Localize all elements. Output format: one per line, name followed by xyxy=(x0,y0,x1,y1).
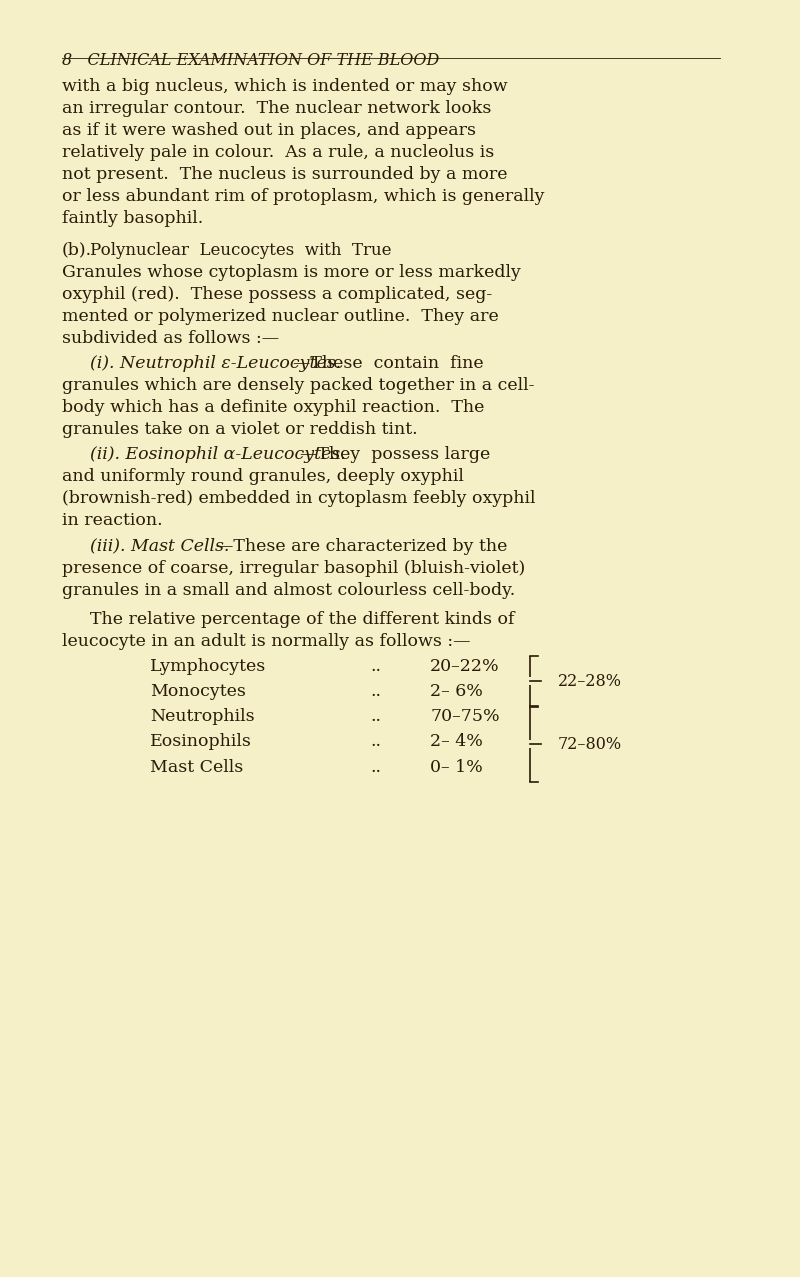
Text: 8   CLINICAL EXAMINATION OF THE BLOOD: 8 CLINICAL EXAMINATION OF THE BLOOD xyxy=(62,52,439,69)
Text: faintly basophil.: faintly basophil. xyxy=(62,209,203,227)
Text: —These  contain  fine: —These contain fine xyxy=(293,355,484,372)
Text: Neutrophils: Neutrophils xyxy=(150,709,254,725)
Text: subdivided as follows :—: subdivided as follows :— xyxy=(62,329,279,346)
Text: 2– 4%: 2– 4% xyxy=(430,733,483,751)
Text: Lymphocytes: Lymphocytes xyxy=(150,658,266,674)
Text: ..: .. xyxy=(370,683,381,700)
Text: granules in a small and almost colourless cell-body.: granules in a small and almost colourles… xyxy=(62,581,515,599)
Text: (brownish-red) embedded in cytoplasm feebly oxyphil: (brownish-red) embedded in cytoplasm fee… xyxy=(62,490,535,507)
Text: Polynuclear  Leucocytes  with  True: Polynuclear Leucocytes with True xyxy=(90,241,391,259)
Text: 0– 1%: 0– 1% xyxy=(430,759,482,775)
Text: Mast Cells: Mast Cells xyxy=(150,759,243,775)
Text: (i). Neutrophil ε-Leucocytes.: (i). Neutrophil ε-Leucocytes. xyxy=(90,355,341,372)
Text: leucocyte in an adult is normally as follows :—: leucocyte in an adult is normally as fol… xyxy=(62,633,470,650)
Text: (ii). Eosinophil α-Leucocytes.: (ii). Eosinophil α-Leucocytes. xyxy=(90,446,346,464)
Text: granules take on a violet or reddish tint.: granules take on a violet or reddish tin… xyxy=(62,421,418,438)
Text: granules which are densely packed together in a cell-: granules which are densely packed togeth… xyxy=(62,377,534,395)
Text: with a big nucleus, which is indented or may show: with a big nucleus, which is indented or… xyxy=(62,78,508,94)
Text: (b).: (b). xyxy=(62,241,92,259)
Text: The relative percentage of the different kinds of: The relative percentage of the different… xyxy=(90,612,514,628)
Text: 70–75%: 70–75% xyxy=(430,709,500,725)
Text: —They  possess large: —They possess large xyxy=(300,446,490,464)
Text: body which has a definite oxyphil reaction.  The: body which has a definite oxyphil reacti… xyxy=(62,398,484,416)
Text: as if it were washed out in places, and appears: as if it were washed out in places, and … xyxy=(62,121,476,139)
Text: 2– 6%: 2– 6% xyxy=(430,683,483,700)
Text: ..: .. xyxy=(370,733,381,751)
Text: (iii). Mast Cells.: (iii). Mast Cells. xyxy=(90,538,230,554)
Text: ..: .. xyxy=(370,709,381,725)
Text: and uniformly round granules, deeply oxyphil: and uniformly round granules, deeply oxy… xyxy=(62,469,464,485)
Text: 72–80%: 72–80% xyxy=(558,736,622,753)
Text: in reaction.: in reaction. xyxy=(62,512,162,529)
Text: —These are characterized by the: —These are characterized by the xyxy=(216,538,507,554)
Text: ..: .. xyxy=(370,658,381,674)
Text: presence of coarse, irregular basophil (bluish-violet): presence of coarse, irregular basophil (… xyxy=(62,559,526,577)
Text: oxyphil (red).  These possess a complicated, seg-: oxyphil (red). These possess a complicat… xyxy=(62,286,492,303)
Text: ..: .. xyxy=(370,759,381,775)
Text: 20–22%: 20–22% xyxy=(430,658,500,674)
Text: or less abundant rim of protoplasm, which is generally: or less abundant rim of protoplasm, whic… xyxy=(62,188,545,204)
Text: not present.  The nucleus is surrounded by a more: not present. The nucleus is surrounded b… xyxy=(62,166,507,183)
Text: mented or polymerized nuclear outline.  They are: mented or polymerized nuclear outline. T… xyxy=(62,308,498,324)
Text: an irregular contour.  The nuclear network looks: an irregular contour. The nuclear networ… xyxy=(62,100,491,116)
Text: Granules whose cytoplasm is more or less markedly: Granules whose cytoplasm is more or less… xyxy=(62,263,521,281)
Text: relatively pale in colour.  As a rule, a nucleolus is: relatively pale in colour. As a rule, a … xyxy=(62,144,494,161)
Text: Monocytes: Monocytes xyxy=(150,683,246,700)
Text: 22–28%: 22–28% xyxy=(558,673,622,690)
Text: Eosinophils: Eosinophils xyxy=(150,733,252,751)
